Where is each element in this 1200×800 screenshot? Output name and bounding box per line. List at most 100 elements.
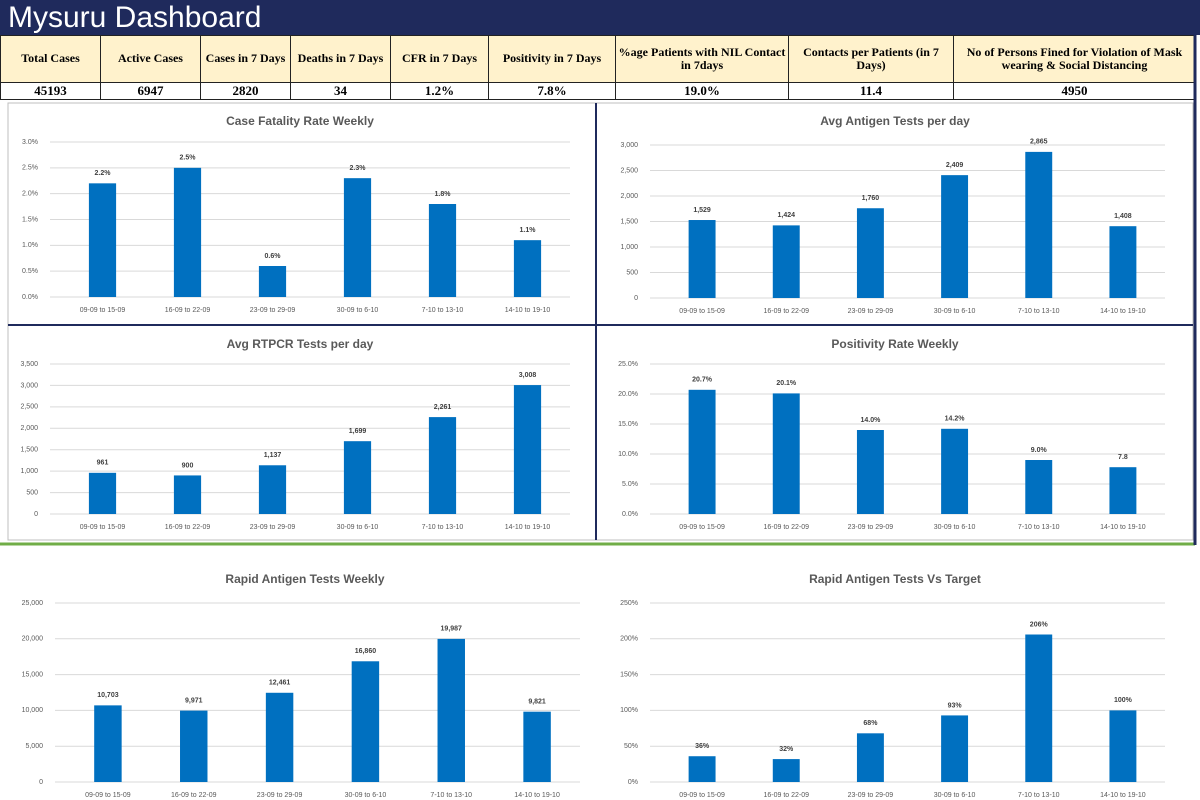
y-tick-label: 10.0%: [618, 451, 638, 458]
y-tick-label: 0.0%: [622, 511, 638, 518]
chart-title: Positivity Rate Weekly: [831, 337, 958, 351]
y-tick-label: 200%: [620, 636, 638, 643]
x-tick-label: 30-09 to 6-10: [934, 308, 976, 315]
value-label: 1,699: [349, 428, 367, 435]
x-tick-label: 23-09 to 29-09: [250, 307, 296, 314]
value-label: 68%: [863, 720, 878, 727]
y-tick-label: 15,000: [22, 671, 44, 678]
stat-header: Cases in 7 Days: [200, 35, 291, 83]
value-label: 206%: [1030, 621, 1049, 628]
value-label: 1,529: [693, 207, 711, 214]
y-tick-label: 3,000: [20, 382, 38, 389]
x-tick-label: 7-10 to 13-10: [1018, 308, 1060, 315]
x-tick-label: 09-09 to 15-09: [679, 524, 725, 531]
x-tick-label: 14-10 to 19-10: [514, 792, 560, 799]
x-tick-label: 14-10 to 19-10: [505, 524, 551, 531]
x-tick-label: 09-09 to 15-09: [85, 792, 131, 799]
bar: [513, 385, 542, 514]
bar: [258, 266, 287, 297]
bar: [772, 393, 800, 514]
value-label: 1,408: [1114, 213, 1132, 220]
x-tick-label: 09-09 to 15-09: [80, 524, 126, 531]
x-tick-label: 23-09 to 29-09: [257, 792, 303, 799]
y-tick-label: 3.0%: [22, 139, 38, 146]
bar: [941, 715, 969, 782]
bar: [88, 472, 117, 514]
value-label: 19,987: [441, 626, 463, 633]
value-label: 9,971: [185, 697, 203, 704]
y-tick-label: 1,000: [20, 468, 38, 475]
stat-value: 19.0%: [615, 81, 789, 101]
x-tick-label: 09-09 to 15-09: [80, 307, 126, 314]
stat-value: 6947: [100, 81, 201, 101]
y-tick-label: 2.5%: [22, 165, 38, 172]
stats-table: Total Cases Active Cases Cases in 7 Days De…: [0, 35, 1196, 101]
value-label: 1.8%: [435, 191, 452, 198]
y-tick-label: 15.0%: [618, 421, 638, 428]
bar: [265, 692, 294, 782]
bar: [688, 220, 716, 298]
bar: [941, 175, 969, 298]
y-tick-label: 5,000: [25, 743, 43, 750]
x-tick-label: 23-09 to 29-09: [848, 308, 894, 315]
value-label: 100%: [1114, 697, 1133, 704]
y-tick-label: 0: [34, 511, 38, 518]
value-label: 9.0%: [1031, 447, 1048, 454]
bar: [856, 430, 884, 514]
bar: [856, 208, 884, 298]
x-tick-label: 7-10 to 13-10: [1018, 792, 1060, 799]
x-tick-label: 14-10 to 19-10: [505, 307, 551, 314]
value-label: 3,008: [519, 372, 537, 379]
y-tick-label: 250%: [620, 600, 638, 607]
value-label: 1,424: [777, 212, 795, 219]
y-tick-label: 2,000: [620, 193, 638, 200]
value-label: 93%: [948, 702, 963, 709]
value-label: 32%: [779, 746, 794, 753]
y-tick-label: 2,500: [620, 167, 638, 174]
panel-frame: [7, 102, 1194, 541]
x-tick-label: 30-09 to 6-10: [934, 524, 976, 531]
y-tick-label: 500: [26, 489, 38, 496]
x-tick-label: 16-09 to 22-09: [763, 792, 809, 799]
bar: [94, 705, 122, 782]
y-tick-label: 2,000: [20, 425, 38, 432]
y-tick-label: 1,500: [20, 447, 38, 454]
y-tick-label: 3,500: [20, 361, 38, 368]
stats-header-row: Total Cases Active Cases Cases in 7 Days De…: [0, 35, 1196, 83]
bar: [437, 638, 465, 782]
y-tick-label: 5.0%: [622, 481, 638, 488]
y-tick-label: 2.0%: [22, 191, 38, 198]
x-tick-label: 14-10 to 19-10: [1100, 524, 1146, 531]
y-tick-label: 25,000: [22, 600, 44, 607]
bar: [523, 711, 551, 782]
y-tick-label: 50%: [624, 743, 638, 750]
y-tick-label: 25.0%: [618, 361, 638, 368]
x-tick-label: 30-09 to 6-10: [345, 792, 387, 799]
y-tick-label: 150%: [620, 671, 638, 678]
stat-header: No of Persons Fined for Violation of Mas…: [953, 35, 1196, 83]
y-tick-label: 1.0%: [22, 242, 38, 249]
value-label: 2.3%: [350, 165, 367, 172]
value-label: 36%: [695, 743, 710, 750]
x-tick-label: 23-09 to 29-09: [250, 524, 296, 531]
y-tick-label: 2,500: [20, 404, 38, 411]
dashboard-title: Mysuru Dashboard: [0, 0, 1200, 35]
stat-value: 7.8%: [488, 81, 616, 101]
value-label: 2.5%: [180, 155, 197, 162]
x-tick-label: 09-09 to 15-09: [679, 308, 725, 315]
value-label: 7.8: [1118, 454, 1128, 461]
bar: [1025, 460, 1053, 514]
value-label: 10,703: [97, 692, 119, 699]
x-tick-label: 30-09 to 6-10: [934, 792, 976, 799]
x-tick-label: 16-09 to 22-09: [165, 524, 211, 531]
bar: [1109, 710, 1137, 782]
y-tick-label: 0: [634, 295, 638, 302]
x-tick-label: 7-10 to 13-10: [1018, 524, 1060, 531]
y-tick-label: 3,000: [620, 142, 638, 149]
x-tick-label: 30-09 to 6-10: [337, 307, 379, 314]
bar: [343, 441, 372, 514]
y-tick-label: 0.5%: [22, 268, 38, 275]
chart-title: Rapid Antigen Tests Vs Target: [809, 572, 981, 586]
bar: [772, 759, 800, 782]
bar: [772, 225, 800, 298]
